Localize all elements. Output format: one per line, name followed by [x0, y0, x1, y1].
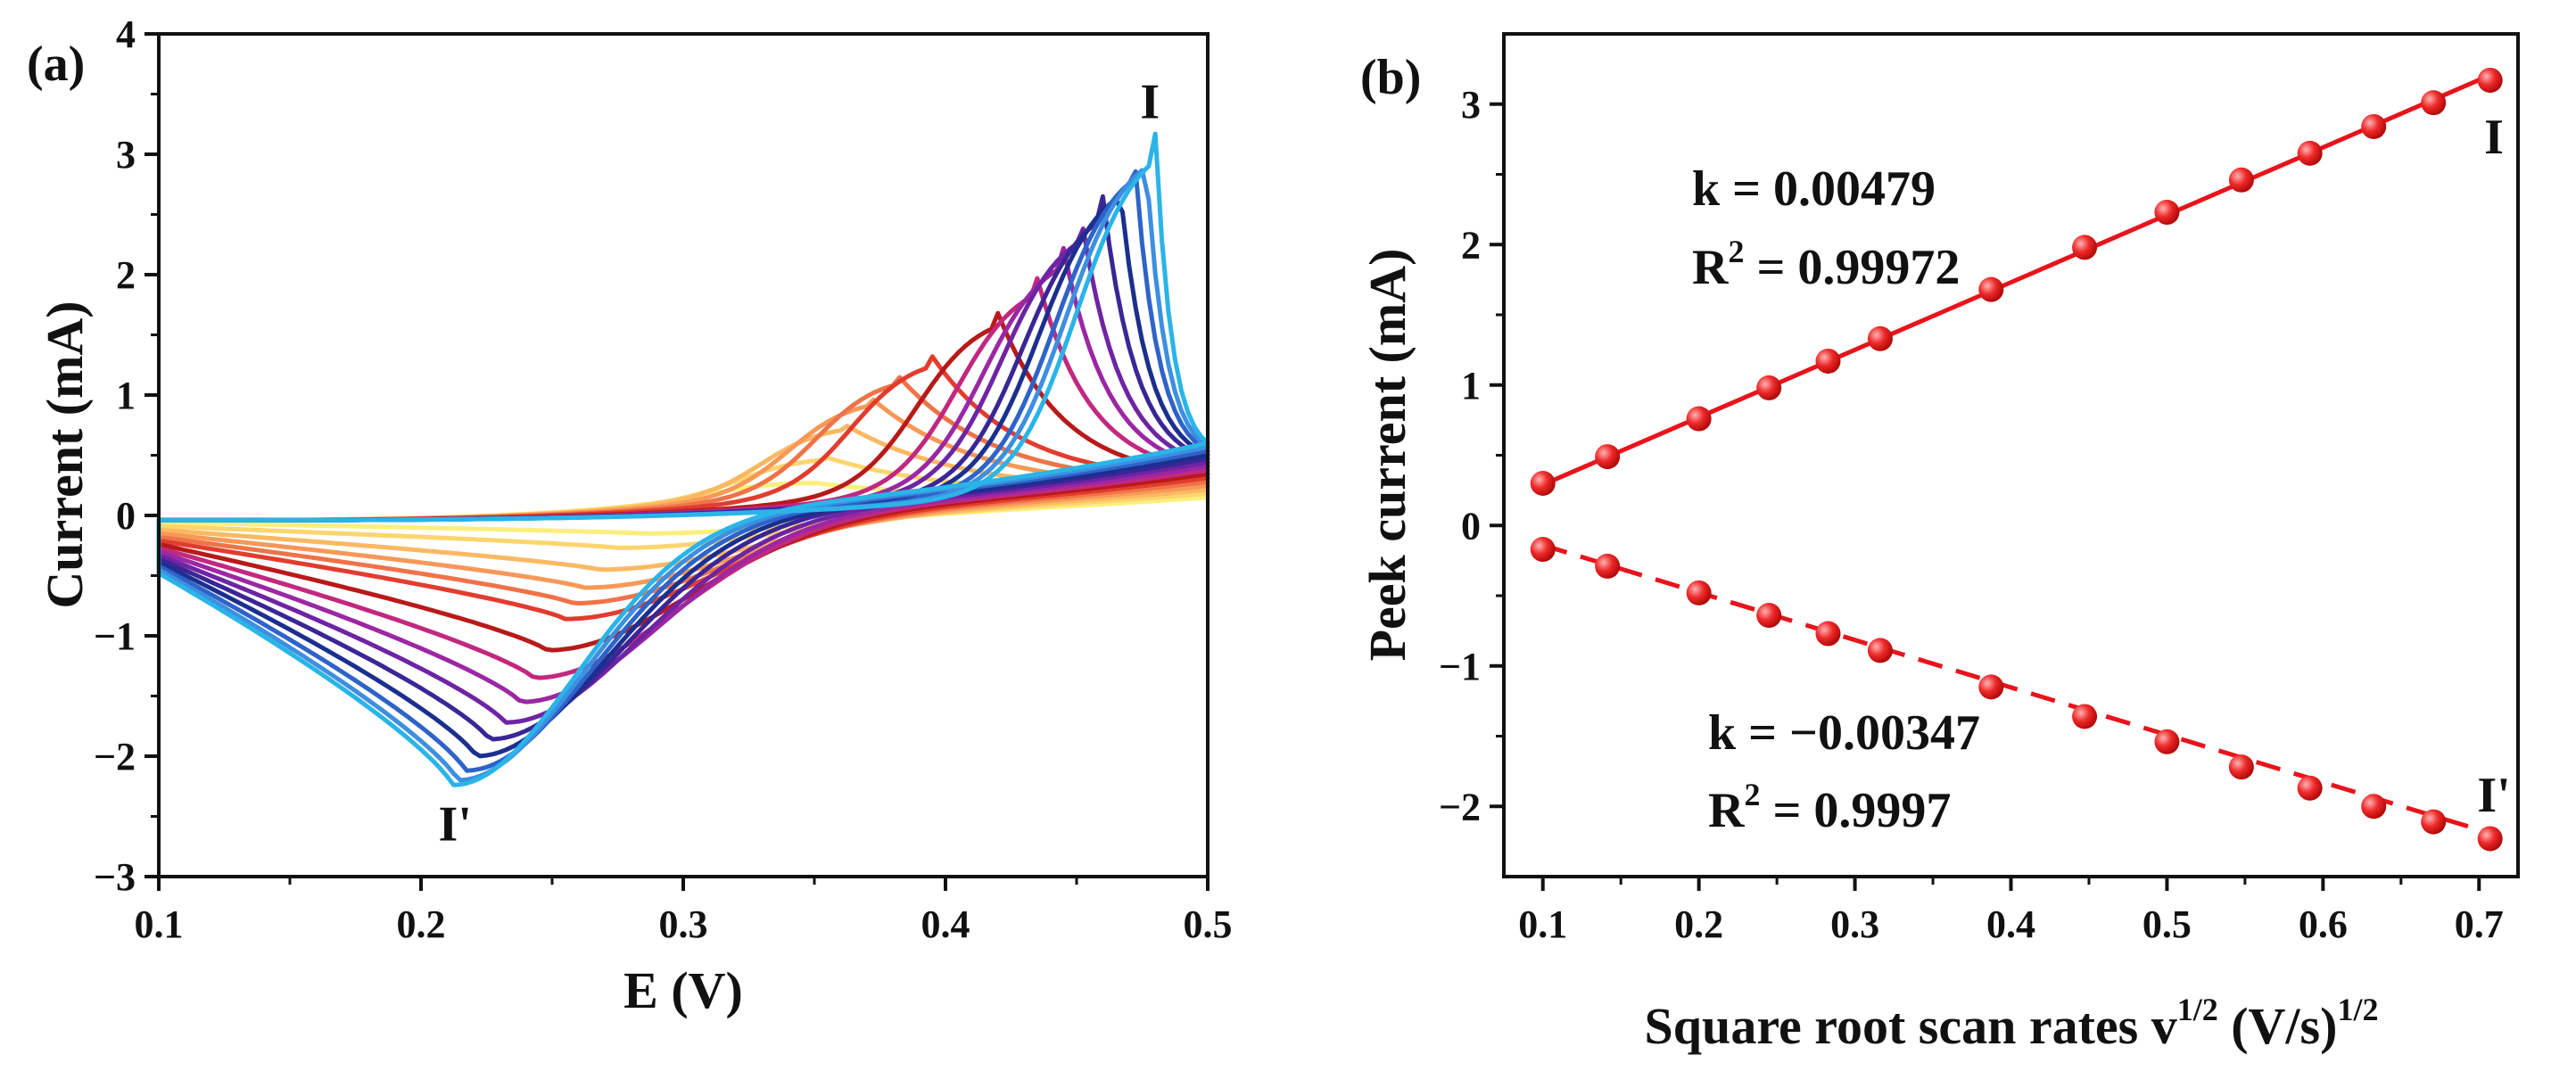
peak-label-I-prime: I' [2477, 768, 2510, 823]
data-point-cathodic [1756, 603, 1782, 629]
y-tick-label-a: 1 [116, 374, 136, 417]
y-tick-label-a: −1 [94, 614, 136, 658]
fit-line-anodic [1541, 70, 2496, 487]
data-point-cathodic [1595, 553, 1621, 579]
axis-ticks-a: 0.1 0.2 0.3 0.4 0.5 −3 −2 −1 0 1 2 3 4 [94, 12, 1233, 946]
data-point-anodic [1867, 325, 1893, 351]
x-tick-label-b: 0.6 [2299, 902, 2348, 946]
y-tick-label-a: −2 [94, 735, 136, 779]
fit-line-cathodic [1542, 542, 2496, 837]
x-tick-label-a: 0.5 [1184, 902, 1233, 946]
data-point-anodic [1595, 444, 1621, 470]
data-point-anodic [1756, 375, 1782, 400]
data-point-cathodic [1815, 621, 1841, 647]
cv-curves [156, 131, 1210, 787]
x-tick-label-b: 0.7 [2455, 902, 2504, 946]
cv-chart-panel: (a) 0.1 0.2 0.3 0.4 0.5 −3 −2 −1 0 1 2 3 4 I I' E (V… [27, 12, 1233, 1019]
y-tick-label-a: 0 [116, 494, 136, 538]
data-point-cathodic [1686, 580, 1712, 606]
plot-frame-b [1502, 32, 2520, 878]
data-point-anodic [1530, 471, 1556, 496]
y-axis-label-b: Peek current (mA) [1358, 249, 1416, 662]
peak-label-I: I [2484, 110, 2504, 165]
panel-label-b: (b) [1360, 50, 1421, 105]
data-point-anodic [2154, 200, 2180, 226]
x-tick-label-a: 0.2 [397, 902, 446, 946]
x-tick-label-b: 0.4 [1986, 902, 2035, 946]
data-point-anodic [2477, 67, 2503, 93]
fit-label-k-cathodic: k = −0.00347 [1708, 705, 1980, 761]
data-point-anodic [2297, 140, 2323, 166]
y-tick-label-a: 3 [116, 133, 136, 177]
data-point-anodic [2421, 90, 2447, 116]
data-point-cathodic [2228, 754, 2254, 780]
peak-current-chart-panel: (b) 0.1 0.2 0.3 0.4 0.5 0.6 0.7 −2 −1 0 1 2 3 k = 0.… [1358, 32, 2520, 1055]
y-tick-label-b: 3 [1461, 83, 1481, 127]
annotation-peak-I-prime: I' [439, 796, 472, 852]
x-tick-label-b: 0.2 [1674, 902, 1723, 946]
data-point-cathodic [2421, 809, 2447, 835]
axis-ticks-b: 0.1 0.2 0.3 0.4 0.5 0.6 0.7 −2 −1 0 1 2 3 [1439, 83, 2504, 946]
y-tick-label-b: 0 [1461, 504, 1481, 548]
y-tick-label-a: 2 [116, 253, 136, 297]
x-tick-label-a: 0.4 [921, 902, 970, 946]
plot-frame-a [157, 32, 1210, 878]
annotation-peak-I: I [1140, 74, 1160, 129]
data-point-anodic [2361, 113, 2387, 139]
fit-label-r2-cathodic: R2 = 0.9997 [1708, 777, 1951, 838]
x-axis-label-a: E (V) [623, 961, 743, 1019]
data-point-cathodic [2154, 729, 2180, 754]
data-point-anodic [1686, 406, 1712, 432]
data-point-cathodic [2072, 704, 2098, 729]
data-point-cathodic [2361, 794, 2387, 820]
fit-label-k-anodic: k = 0.00479 [1692, 161, 1936, 217]
x-tick-label-a: 0.3 [659, 902, 708, 946]
data-point-cathodic [2477, 826, 2503, 852]
fit-label-r2-anodic: R2 = 0.99972 [1692, 234, 1960, 295]
data-point-cathodic [1530, 537, 1556, 563]
data-point-anodic [2228, 167, 2254, 193]
data-point-cathodic [1978, 674, 2004, 700]
x-tick-label-b: 0.1 [1518, 902, 1567, 946]
x-axis-label-b: Square root scan rates v1/2 (V/s)1/2 [1645, 992, 2379, 1055]
y-tick-label-b: −1 [1439, 645, 1481, 688]
data-point-cathodic [2297, 775, 2323, 801]
data-point-anodic [1815, 348, 1841, 374]
x-tick-label-a: 0.1 [135, 902, 184, 946]
x-tick-label-b: 0.3 [1830, 902, 1879, 946]
y-tick-label-b: 1 [1461, 364, 1481, 408]
panel-label-a: (a) [27, 37, 85, 92]
y-tick-label-b: 2 [1461, 223, 1481, 267]
y-axis-label-a: Current (mA) [36, 301, 94, 608]
y-tick-label-a: 4 [116, 12, 136, 56]
cv-curve [156, 168, 1210, 783]
peak-current-plot [1530, 67, 2503, 852]
y-tick-label-a: −3 [94, 855, 136, 899]
data-point-cathodic [1867, 638, 1893, 663]
data-point-anodic [1978, 276, 2004, 302]
y-tick-label-b: −2 [1439, 785, 1481, 828]
x-tick-label-b: 0.5 [2143, 902, 2192, 946]
cv-curve [156, 131, 1210, 787]
data-point-anodic [2072, 235, 2098, 260]
